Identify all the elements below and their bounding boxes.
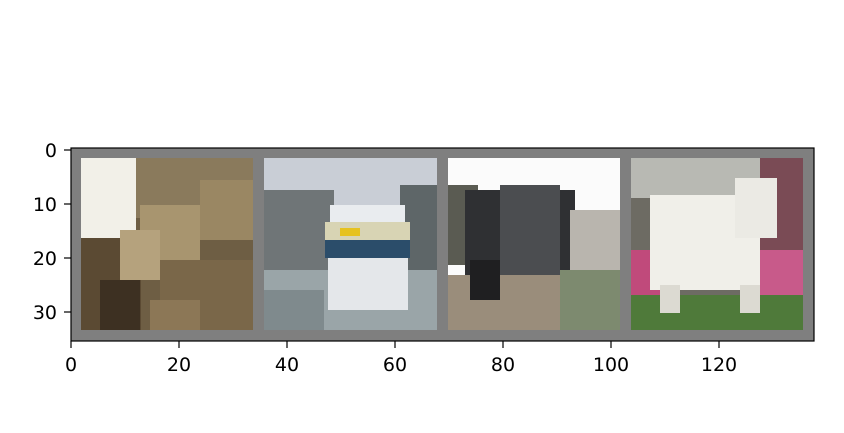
- x-tick-label: 120: [701, 354, 737, 376]
- axes-frame: [70, 147, 815, 342]
- x-tick-label: 0: [65, 354, 77, 376]
- truck-image: [448, 158, 620, 330]
- x-tick-label: 40: [275, 354, 299, 376]
- x-tick-label: 100: [593, 354, 629, 376]
- x-tick-label: 20: [167, 354, 191, 376]
- y-tick-label: 20: [33, 248, 57, 270]
- y-tick-label: 30: [33, 302, 57, 324]
- y-axis: 0 10 20 30: [33, 140, 71, 324]
- dog-image: [631, 158, 803, 330]
- x-tick-label: 80: [491, 354, 515, 376]
- y-tick-label: 10: [33, 194, 57, 216]
- x-axis: 0 20 40 60 80 100 120: [65, 341, 737, 376]
- cat-image: [81, 158, 253, 330]
- ship-image: [264, 158, 437, 330]
- x-tick-label: 60: [383, 354, 407, 376]
- y-tick-label: 0: [45, 140, 57, 162]
